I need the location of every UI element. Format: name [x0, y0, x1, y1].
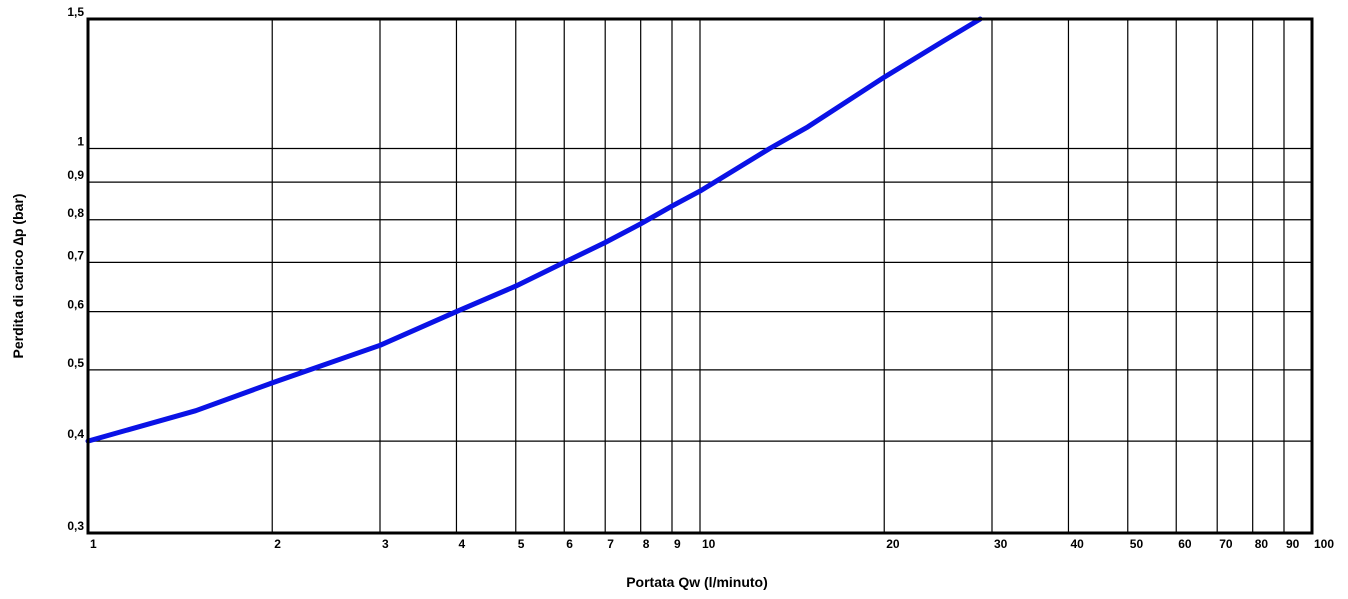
grid: [88, 19, 1312, 533]
y-tick-label: 1,5: [67, 5, 84, 19]
x-tick-label: 30: [994, 537, 1008, 551]
y-tick-label: 0,9: [67, 168, 84, 182]
x-tick-label: 2: [274, 537, 281, 551]
x-tick-label: 90: [1286, 537, 1300, 551]
x-tick-label: 80: [1255, 537, 1269, 551]
x-tick-label: 100: [1314, 537, 1334, 551]
x-tick-label: 70: [1219, 537, 1233, 551]
y-tick-label: 0,5: [67, 356, 84, 370]
x-tick-label: 8: [643, 537, 650, 551]
x-tick-label: 50: [1130, 537, 1144, 551]
x-tick-label: 10: [702, 537, 716, 551]
x-tick-labels: 1 2 3 4 5 6 7 8 9 10 20 30 40 50 60 70 80 90 100: [90, 537, 1334, 551]
x-tick-label: 60: [1178, 537, 1192, 551]
x-tick-label: 40: [1070, 537, 1084, 551]
x-tick-label: 6: [566, 537, 573, 551]
x-tick-label: 7: [607, 537, 614, 551]
y-tick-label: 0,7: [67, 248, 84, 262]
y-tick-label: 0,8: [67, 206, 84, 220]
x-tick-label: 4: [458, 537, 465, 551]
x-tick-label: 9: [674, 537, 681, 551]
series-line: [85, 16, 983, 444]
x-axis-title: Portata Qw (l/minuto): [626, 574, 768, 590]
y-tick-label: 0,6: [67, 298, 84, 312]
y-tick-label: 0,4: [67, 427, 84, 441]
x-tick-label: 5: [518, 537, 525, 551]
series-layer: [85, 16, 983, 444]
y-tick-labels: 0,3 0,4 0,5 0,6 0,7 0,8 0,9 1 1,5: [67, 5, 84, 533]
plot-frame: [86, 17, 1314, 535]
x-tick-label: 1: [90, 537, 97, 551]
x-tick-label: 20: [886, 537, 900, 551]
y-tick-label: 1: [77, 134, 84, 148]
x-tick-label: 3: [382, 537, 389, 551]
y-axis-title: Perdita di carico ∆p (bar): [10, 194, 26, 359]
y-tick-label: 0,3: [67, 519, 84, 533]
